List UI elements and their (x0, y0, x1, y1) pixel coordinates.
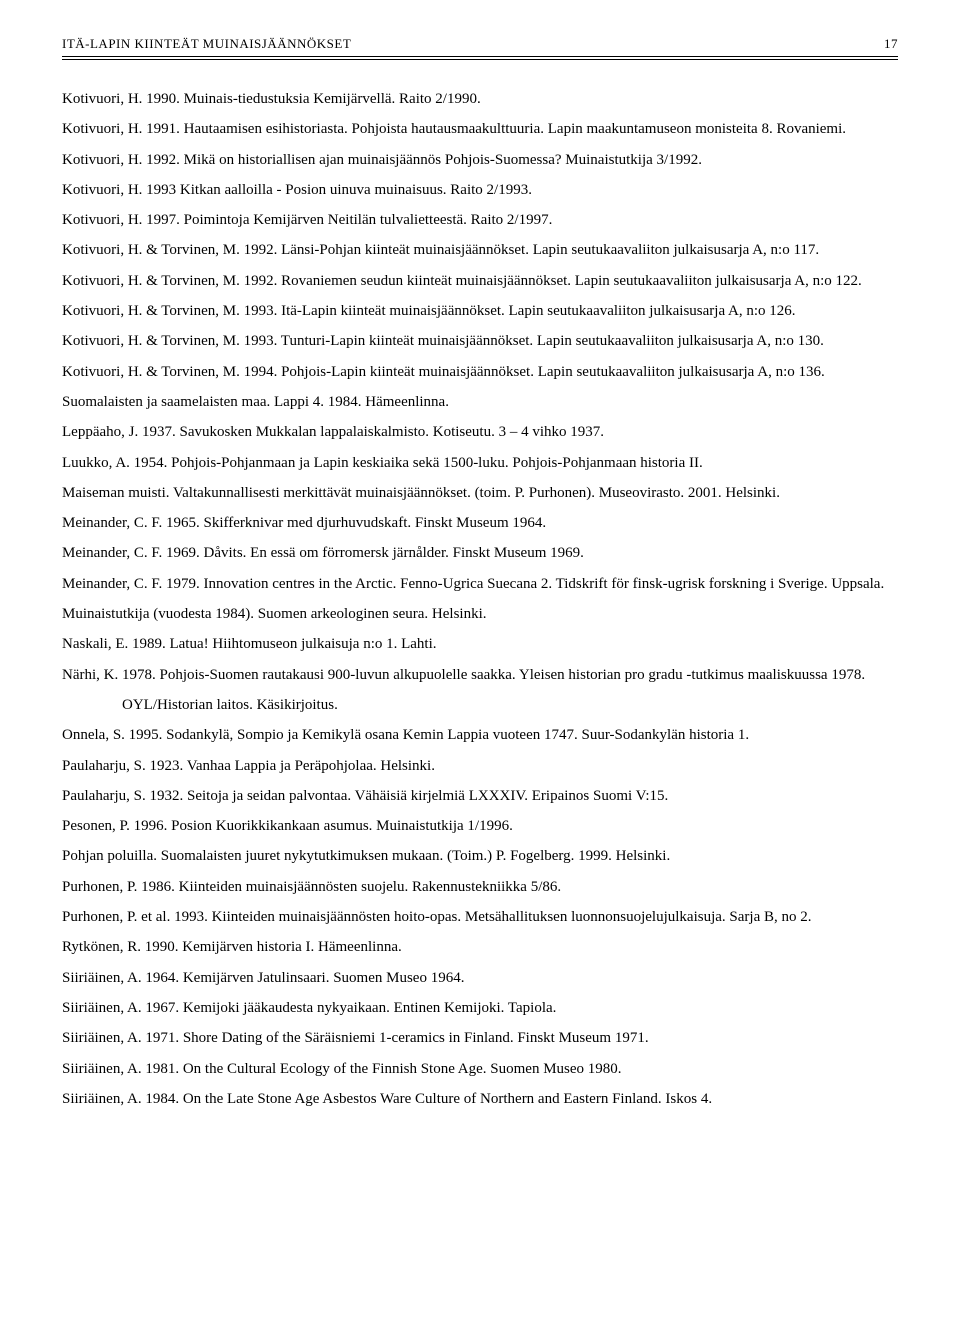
bibliography-entry: Kotivuori, H. & Torvinen, M. 1993. Itä-L… (62, 296, 898, 326)
bibliography-entry: Kotivuori, H. 1993 Kitkan aalloilla - Po… (62, 175, 898, 205)
bibliography-entry: Naskali, E. 1989. Latua! Hiihtomuseon ju… (62, 629, 898, 659)
bibliography-entry: Meinander, C. F. 1965. Skifferknivar med… (62, 508, 898, 538)
bibliography-entry: Siiriäinen, A. 1967. Kemijoki jääkaudest… (62, 993, 898, 1023)
header-rule-top (62, 56, 898, 57)
bibliography-entry: Kotivuori, H. 1997. Poimintoja Kemijärve… (62, 205, 898, 235)
bibliography-list: Kotivuori, H. 1990. Muinais-tiedustuksia… (62, 84, 898, 1114)
bibliography-entry: Leppäaho, J. 1937. Savukosken Mukkalan l… (62, 417, 898, 447)
bibliography-entry: Muinaistutkija (vuodesta 1984). Suomen a… (62, 599, 898, 629)
bibliography-entry: Maiseman muisti. Valtakunnallisesti merk… (62, 478, 898, 508)
bibliography-entry: Paulaharju, S. 1932. Seitoja ja seidan p… (62, 781, 898, 811)
document-page: ITÄ-LAPIN KIINTEÄT MUINAISJÄÄNNÖKSET 17 … (0, 0, 960, 1342)
bibliography-entry: Kotivuori, H. & Torvinen, M. 1994. Pohjo… (62, 357, 898, 387)
bibliography-entry: Rytkönen, R. 1990. Kemijärven historia I… (62, 932, 898, 962)
header-title: ITÄ-LAPIN KIINTEÄT MUINAISJÄÄNNÖKSET (62, 36, 351, 52)
bibliography-entry: Kotivuori, H. & Torvinen, M. 1993. Tuntu… (62, 326, 898, 356)
bibliography-entry: Pohjan poluilla. Suomalaisten juuret nyk… (62, 841, 898, 871)
bibliography-entry: Kotivuori, H. 1990. Muinais-tiedustuksia… (62, 84, 898, 114)
bibliography-entry: Suomalaisten ja saamelaisten maa. Lappi … (62, 387, 898, 417)
bibliography-entry: Siiriäinen, A. 1971. Shore Dating of the… (62, 1023, 898, 1053)
bibliography-entry: Meinander, C. F. 1979. Innovation centre… (62, 569, 898, 599)
bibliography-entry: Onnela, S. 1995. Sodankylä, Sompio ja Ke… (62, 720, 898, 750)
running-header: ITÄ-LAPIN KIINTEÄT MUINAISJÄÄNNÖKSET 17 (62, 36, 898, 52)
bibliography-entry: Luukko, A. 1954. Pohjois-Pohjanmaan ja L… (62, 448, 898, 478)
bibliography-entry: Paulaharju, S. 1923. Vanhaa Lappia ja Pe… (62, 751, 898, 781)
bibliography-entry: Siiriäinen, A. 1964. Kemijärven Jatulins… (62, 963, 898, 993)
bibliography-entry: Kotivuori, H. & Torvinen, M. 1992. Rovan… (62, 266, 898, 296)
bibliography-entry: Meinander, C. F. 1969. Dåvits. En essä o… (62, 538, 898, 568)
bibliography-entry: Siiriäinen, A. 1984. On the Late Stone A… (62, 1084, 898, 1114)
bibliography-entry: Purhonen, P. et al. 1993. Kiinteiden mui… (62, 902, 898, 932)
bibliography-entry: Kotivuori, H. 1992. Mikä on historiallis… (62, 145, 898, 175)
bibliography-entry: Närhi, K. 1978. Pohjois-Suomen rautakaus… (62, 660, 898, 721)
bibliography-entry: Purhonen, P. 1986. Kiinteiden muinaisjää… (62, 872, 898, 902)
bibliography-entry: Kotivuori, H. & Torvinen, M. 1992. Länsi… (62, 235, 898, 265)
header-rule-bottom (62, 59, 898, 60)
bibliography-entry: Pesonen, P. 1996. Posion Kuorikkikankaan… (62, 811, 898, 841)
header-page-number: 17 (884, 36, 898, 52)
bibliography-entry: Siiriäinen, A. 1981. On the Cultural Eco… (62, 1054, 898, 1084)
bibliography-entry: Kotivuori, H. 1991. Hautaamisen esihisto… (62, 114, 898, 144)
